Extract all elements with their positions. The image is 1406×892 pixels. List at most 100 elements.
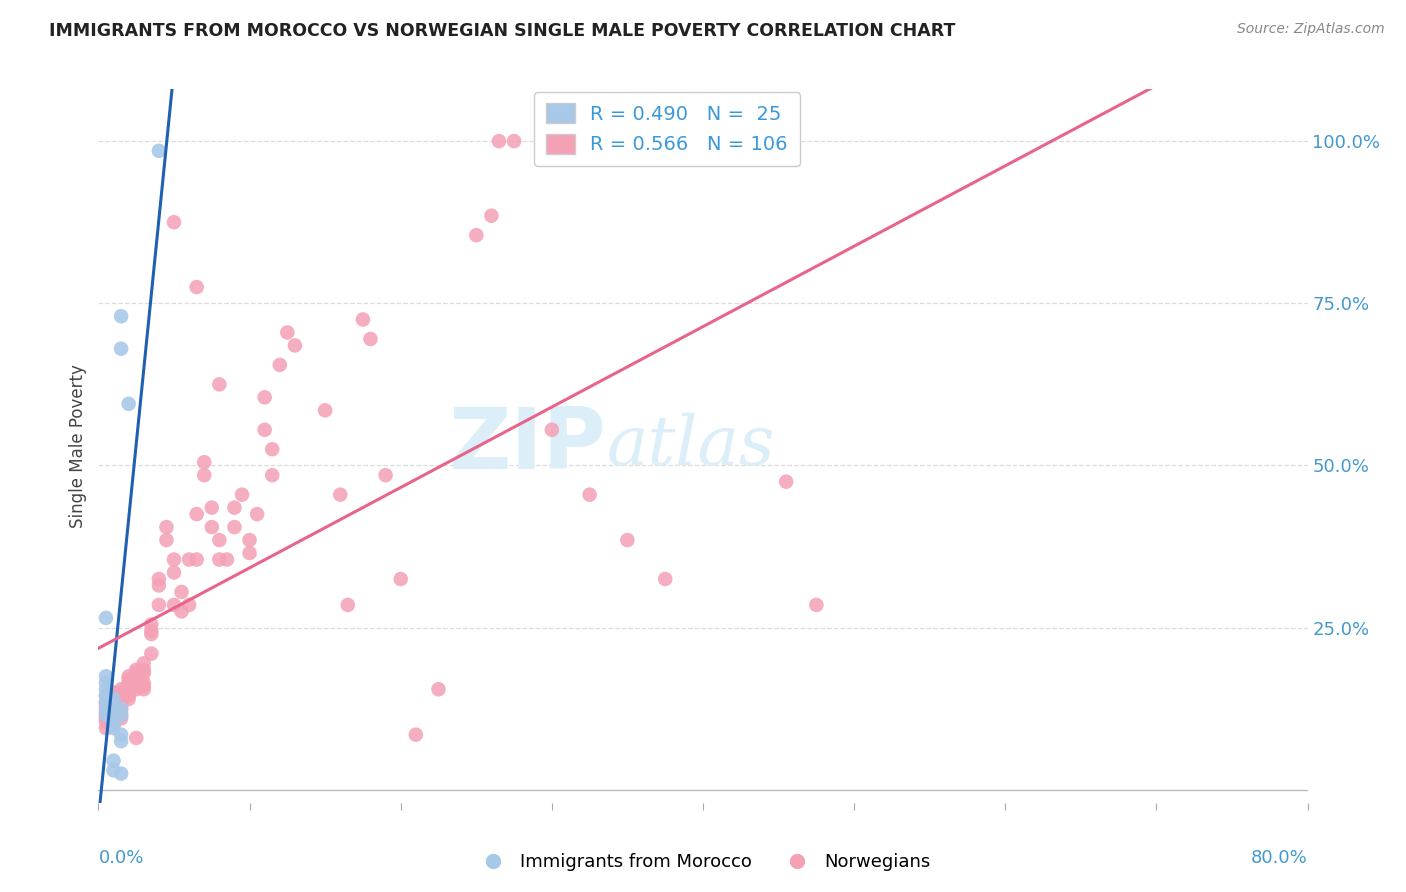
Text: ZIP: ZIP (449, 404, 606, 488)
Point (94, 675, 117, 690)
Point (103, 698, 125, 713)
Point (125, 731, 148, 745)
Point (246, 507, 269, 521)
Point (94, 695, 117, 709)
Point (806, 598, 828, 612)
Point (110, 310, 132, 324)
Point (125, 673, 148, 687)
Point (103, 754, 125, 768)
Point (262, 442, 284, 457)
Point (179, 552, 201, 566)
Point (775, 475, 797, 489)
Point (141, 624, 163, 638)
Point (110, 705, 132, 719)
Point (118, 673, 141, 687)
Point (540, 423, 562, 437)
Point (193, 468, 215, 483)
Point (132, 666, 155, 681)
Point (405, 728, 427, 742)
Point (186, 507, 208, 521)
Point (253, 390, 276, 404)
Point (141, 647, 163, 661)
Point (94, 702, 117, 716)
Point (132, 682, 155, 697)
Point (94, 669, 117, 683)
Point (427, 682, 450, 697)
Point (103, 705, 125, 719)
Text: atlas: atlas (606, 413, 775, 479)
Point (125, 679, 148, 693)
Point (215, 552, 238, 566)
Point (118, 692, 141, 706)
Point (125, 682, 148, 697)
Point (103, 692, 125, 706)
Point (148, 598, 170, 612)
Point (132, 663, 155, 677)
Point (179, 598, 201, 612)
Point (239, 533, 262, 547)
Point (155, 520, 177, 534)
Point (103, 714, 125, 729)
Point (110, 695, 132, 709)
Point (103, 695, 125, 709)
Point (110, 708, 132, 723)
Point (616, 533, 638, 547)
Point (253, 423, 276, 437)
Point (374, 468, 396, 483)
Point (103, 708, 125, 723)
Point (208, 377, 231, 392)
Point (94, 695, 117, 709)
Point (94, 698, 117, 713)
Point (103, 698, 125, 713)
Text: 80.0%: 80.0% (1251, 849, 1308, 867)
Point (103, 705, 125, 719)
Point (94, 711, 117, 725)
Point (193, 455, 215, 469)
Point (110, 708, 132, 723)
Point (110, 682, 132, 697)
Point (360, 332, 382, 346)
Point (155, 533, 177, 547)
Point (578, 488, 600, 502)
Text: 0.0%: 0.0% (98, 849, 143, 867)
Point (103, 711, 125, 725)
Point (148, 578, 170, 592)
Point (276, 326, 298, 340)
Point (132, 675, 155, 690)
Point (141, 617, 163, 632)
Legend: Immigrants from Morocco, Norwegians: Immigrants from Morocco, Norwegians (468, 847, 938, 879)
Point (94, 708, 117, 723)
Point (118, 689, 141, 703)
Point (208, 552, 231, 566)
Point (103, 702, 125, 716)
Point (125, 666, 148, 681)
Point (503, 134, 526, 148)
Point (94, 689, 117, 703)
Point (125, 663, 148, 677)
Point (94, 682, 117, 697)
Point (208, 533, 231, 547)
Point (103, 689, 125, 703)
Point (110, 702, 132, 716)
Point (125, 675, 148, 690)
Point (118, 682, 141, 697)
Point (118, 685, 141, 699)
Point (132, 679, 155, 693)
Legend: R = 0.490   N =  25, R = 0.566   N = 106: R = 0.490 N = 25, R = 0.566 N = 106 (534, 92, 800, 166)
Point (284, 338, 307, 352)
Point (148, 572, 170, 586)
Point (103, 721, 125, 735)
Point (118, 679, 141, 693)
Y-axis label: Single Male Poverty: Single Male Poverty (69, 364, 87, 528)
Point (654, 572, 676, 586)
Point (389, 572, 412, 586)
Point (110, 702, 132, 716)
Point (110, 711, 132, 725)
Point (186, 552, 208, 566)
Point (239, 546, 262, 560)
Point (481, 209, 503, 223)
Point (201, 500, 224, 515)
Point (118, 669, 141, 683)
Point (118, 675, 141, 690)
Point (103, 685, 125, 699)
